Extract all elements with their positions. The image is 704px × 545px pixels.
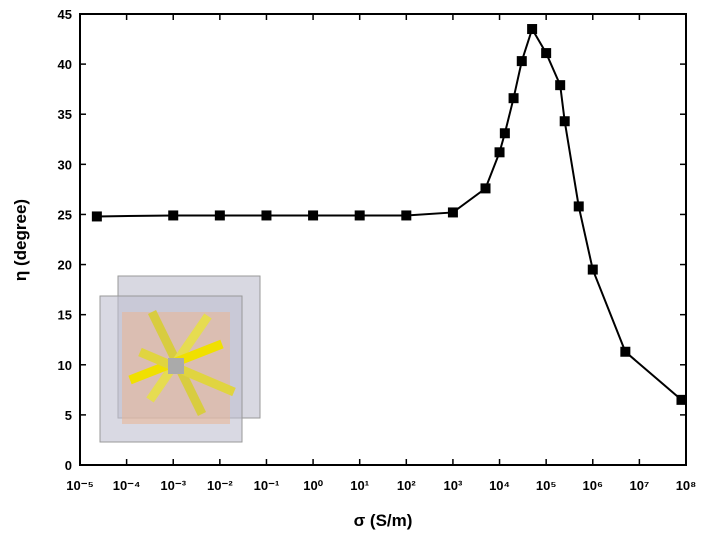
x-tick-label: 10⁻² [207,478,233,493]
y-tick-label: 45 [58,7,72,22]
data-point [481,183,491,193]
data-point [261,210,271,220]
x-tick-label: 10⁷ [629,478,649,493]
x-tick-label: 10⁴ [489,478,510,493]
data-point [541,48,551,58]
data-point [500,128,510,138]
data-point [168,210,178,220]
data-point [555,80,565,90]
data-point [215,210,225,220]
data-point [588,265,598,275]
x-tick-label: 10⁵ [536,478,557,493]
data-point [560,116,570,126]
data-point [355,210,365,220]
inset-illustration [100,276,260,442]
y-tick-label: 10 [58,358,72,373]
y-tick-label: 40 [58,57,72,72]
y-tick-label: 30 [58,157,72,172]
x-tick-label: 10⁻⁴ [113,478,141,493]
y-tick-label: 25 [58,207,72,222]
x-tick-label: 10⁸ [676,478,697,493]
data-point [308,210,318,220]
x-tick-label: 10⁻⁵ [66,478,93,493]
x-tick-label: 10⁶ [583,478,603,493]
data-point [517,56,527,66]
data-point [620,347,630,357]
data-point [527,24,537,34]
y-tick-label: 20 [58,258,72,273]
data-point [92,211,102,221]
x-tick-label: 10⁻³ [160,478,186,493]
y-tick-label: 35 [58,107,72,122]
y-tick-label: 5 [65,408,72,423]
data-point [495,147,505,157]
y-tick-label: 15 [58,308,72,323]
chart: σ (S/m) η (degree) 0 5 10 15 20 25 30 35 40 45 10⁻… [0,0,704,540]
y-axis-title: η (degree) [11,199,30,281]
x-tick-label: 10⁰ [303,478,323,493]
data-point [574,201,584,211]
data-point [401,210,411,220]
data-point [676,395,686,405]
x-axis-title: σ (S/m) [354,511,413,530]
x-tick-label: 10⁻¹ [254,478,280,493]
center-block [168,358,184,374]
data-point [509,93,519,103]
x-tick-label: 10¹ [350,478,369,493]
y-tick-label: 0 [65,458,72,473]
x-tick-label: 10² [397,478,416,493]
x-tick-label: 10³ [444,478,463,493]
data-point [448,207,458,217]
